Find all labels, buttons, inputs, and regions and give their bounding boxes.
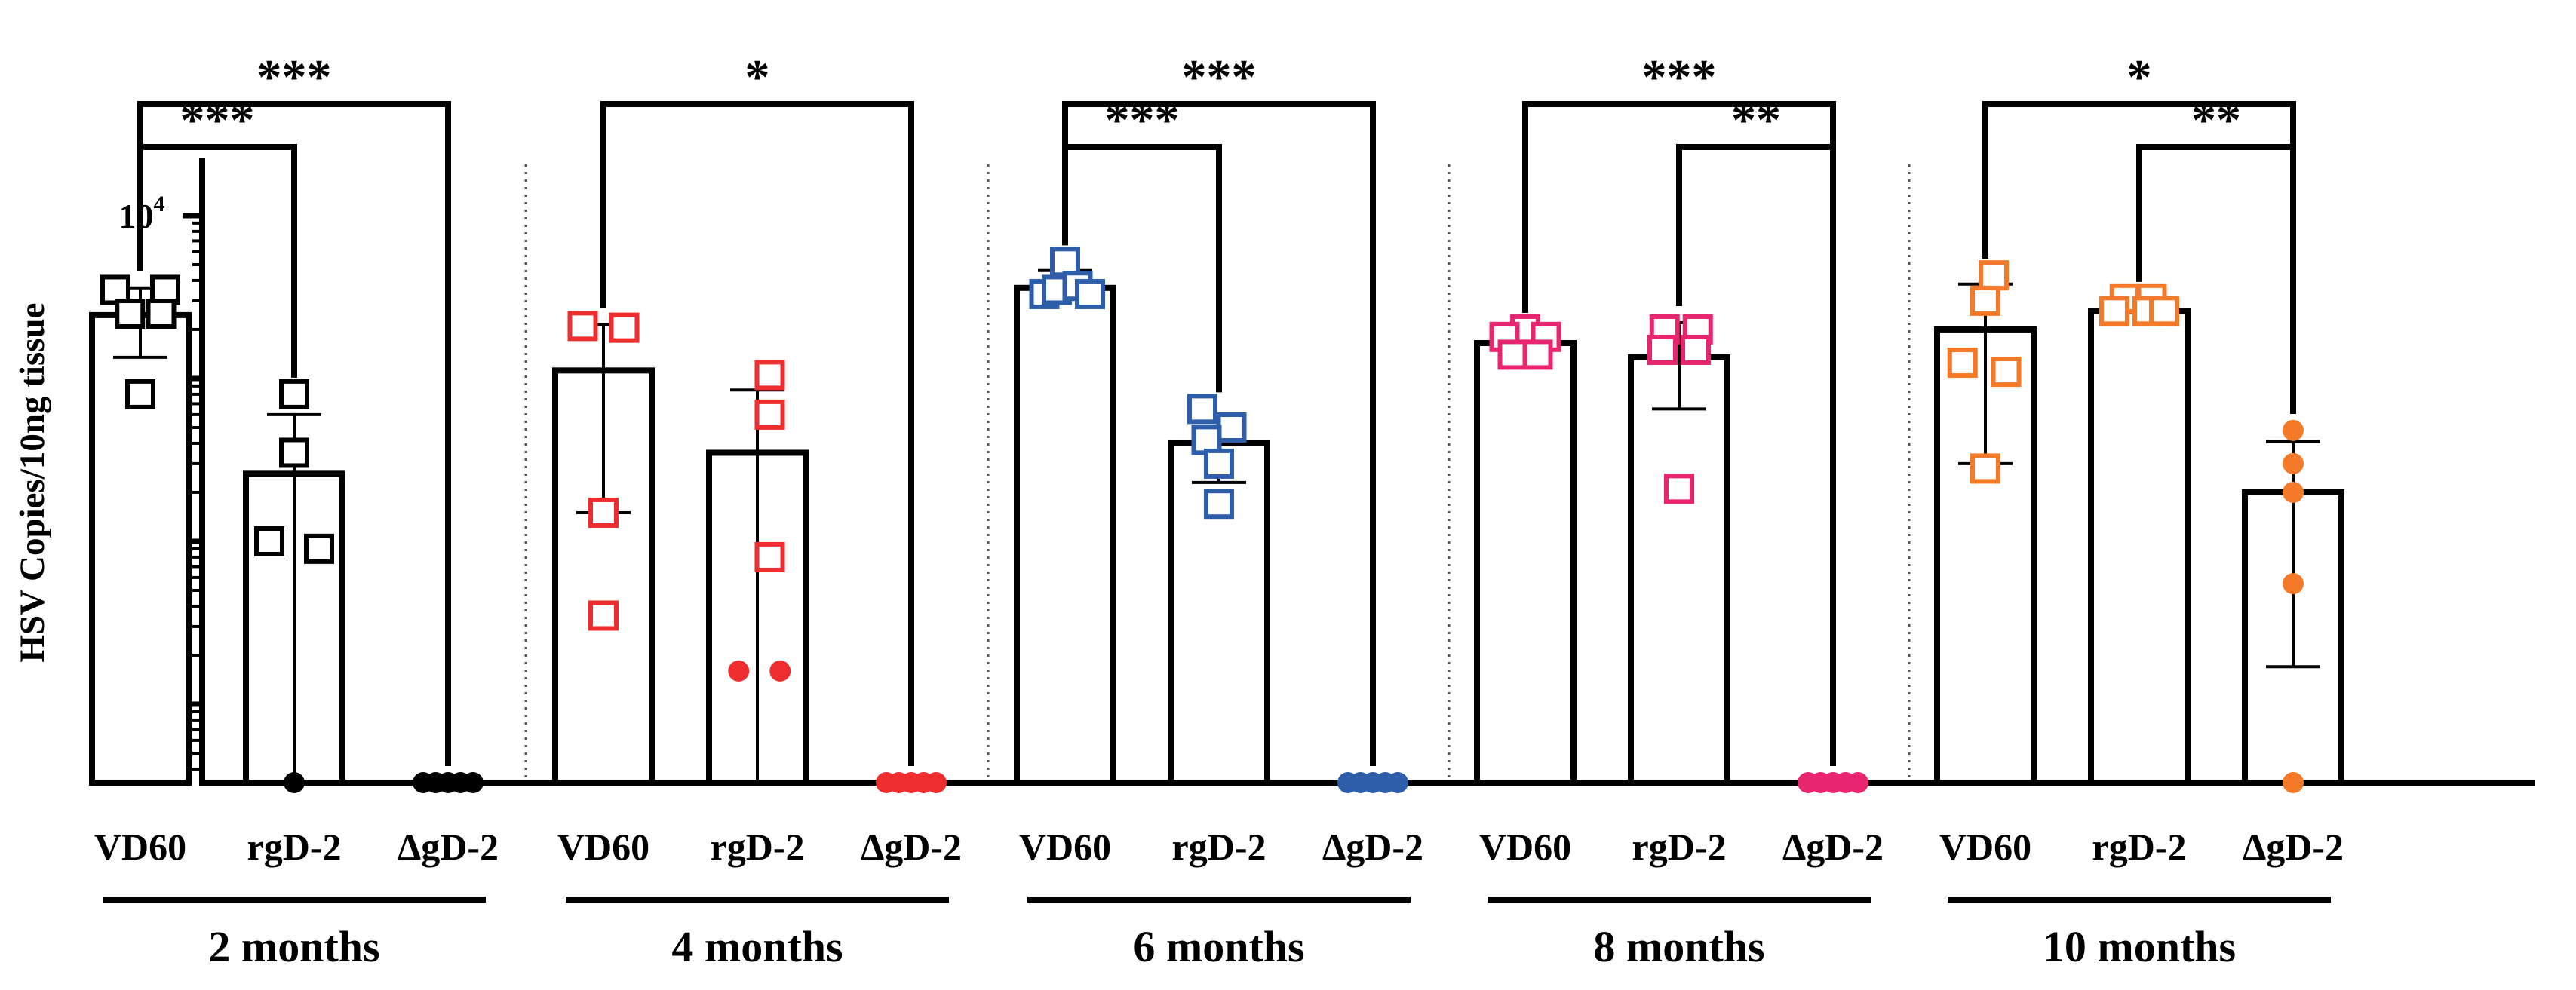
data-point-circle (1387, 772, 1408, 793)
significance-bracket (1062, 144, 1222, 393)
category-label: rgD-2 (1632, 826, 1727, 868)
data-point-square (1075, 278, 1105, 309)
category-label: VD60 (1019, 826, 1111, 868)
group-separators (524, 164, 1911, 783)
data-point-circle (2283, 481, 2304, 503)
significance-bracket (137, 144, 297, 378)
group-label: 8 months (1593, 922, 1764, 971)
data-point-square (588, 497, 619, 528)
bar-8-months-0 (1474, 339, 1577, 786)
significance-label: *** (1105, 93, 1180, 148)
data-point-circle (2283, 419, 2304, 441)
group-label: 2 months (208, 922, 379, 971)
significance-bracket (2136, 144, 2296, 414)
data-point-square (1216, 412, 1247, 443)
data-point-square (125, 379, 155, 409)
category-label: VD60 (1479, 826, 1571, 868)
data-point-square (1497, 339, 1528, 370)
data-point-square (254, 526, 284, 556)
category-label: ΔgD-2 (1322, 826, 1423, 868)
labels: VD60 rgD-2 ΔgD-2 2 months VD60 rgD-2 ΔgD-2 4 mo… (94, 826, 2344, 971)
data-point-square (146, 299, 177, 329)
category-label: VD60 (1939, 826, 2031, 868)
significance-label: ** (2191, 93, 2241, 148)
category-label: ΔgD-2 (861, 826, 962, 868)
data-point-square (754, 360, 785, 391)
data-point-circle (2283, 772, 2304, 793)
data-point-square (279, 379, 309, 409)
significance-label: * (745, 50, 770, 105)
category-label: VD60 (94, 826, 186, 868)
data-point-square (1947, 348, 1978, 379)
data-point-square (2099, 296, 2129, 326)
group-label: 4 months (671, 922, 843, 971)
data-point-square (1991, 357, 2022, 388)
data-point-square (754, 541, 785, 572)
data-point-circle (284, 772, 305, 793)
data-point-circle (769, 660, 791, 682)
data-point-circle (2283, 573, 2304, 595)
category-label: ΔgD-2 (2243, 826, 2344, 868)
data-point-square (1681, 334, 1711, 365)
significance-label: *** (1182, 50, 1257, 105)
data-point-square (588, 600, 619, 631)
significance-brackets: ******* ************** (137, 50, 2296, 766)
data-point-square (2149, 296, 2179, 326)
significance-label: *** (1642, 50, 1717, 105)
data-point-square (1187, 394, 1217, 425)
data-points (100, 247, 2304, 793)
data-point-square (1970, 285, 2000, 316)
bar-10-months-1 (2088, 308, 2191, 786)
y-axis-title: HSV Copies/10ng tissue (13, 302, 52, 662)
category-label: rgD-2 (247, 826, 342, 868)
data-point-circle (728, 660, 750, 682)
data-point-square (279, 437, 309, 468)
significance-label: * (2127, 50, 2152, 105)
y-tick-label: 104 (119, 192, 165, 235)
category-label: rgD-2 (711, 826, 805, 868)
category-label: ΔgD-2 (1782, 826, 1884, 868)
group-label: 6 months (1133, 922, 1304, 971)
data-point-square (754, 399, 785, 430)
bar-8-months-1 (1628, 354, 1730, 786)
data-point-circle (462, 772, 484, 793)
data-point-circle (926, 772, 947, 793)
group-label: 10 months (2043, 922, 2236, 971)
data-point-square (1204, 448, 1234, 479)
significance-label: *** (180, 93, 255, 148)
significance-label: *** (257, 50, 332, 105)
significance-label: ** (1731, 93, 1781, 148)
data-point-square (1647, 334, 1678, 365)
data-point-square (1970, 453, 2000, 484)
significance-bracket (600, 101, 914, 766)
data-point-square (304, 533, 334, 564)
data-point-square (1979, 260, 2009, 291)
bar-6-months-0 (1014, 284, 1116, 786)
data-point-square (609, 312, 640, 343)
category-label: rgD-2 (1172, 826, 1267, 868)
significance-bracket (1676, 144, 1836, 766)
data-point-circle (1847, 772, 1868, 793)
category-label: ΔgD-2 (398, 826, 499, 868)
data-point-square (1664, 474, 1694, 504)
data-point-square (1522, 339, 1553, 370)
category-label: VD60 (557, 826, 649, 868)
data-point-square (567, 311, 598, 342)
data-point-square (1204, 489, 1234, 520)
data-point-square (1050, 247, 1080, 277)
data-point-square (115, 299, 146, 329)
data-point-circle (2283, 452, 2304, 474)
category-label: rgD-2 (2092, 826, 2187, 868)
